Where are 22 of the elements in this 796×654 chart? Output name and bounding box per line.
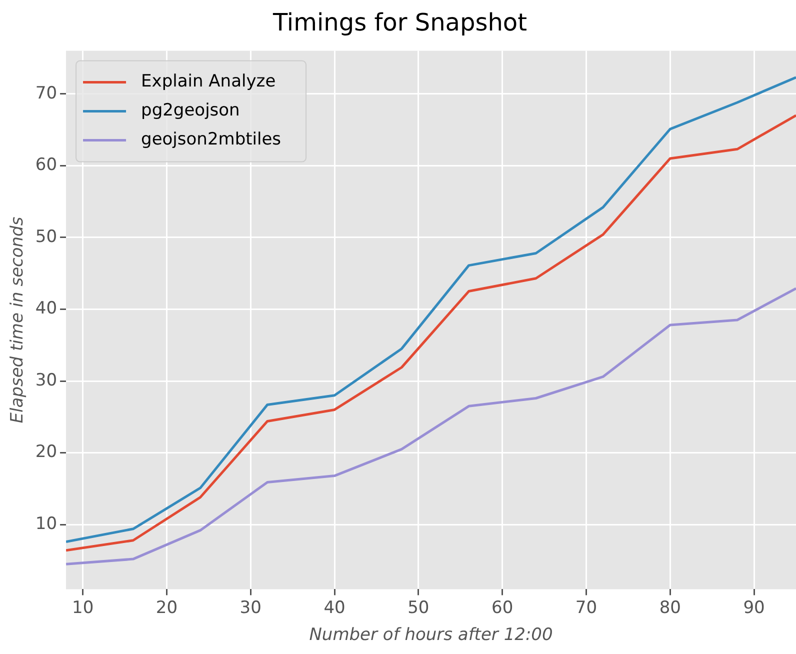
y-tick-label: 50 <box>35 226 58 247</box>
y-tick-label: 70 <box>35 83 58 104</box>
y-axis-title: Elapsed time in seconds <box>8 216 28 424</box>
x-tick-label: 90 <box>743 598 765 618</box>
legend-label: pg2geojson <box>141 100 240 121</box>
x-tick-label: 80 <box>659 598 681 618</box>
x-tick-label: 30 <box>240 598 262 618</box>
y-tick-label: 10 <box>35 514 58 534</box>
y-tick-label: 60 <box>35 155 58 176</box>
x-tick-label: 60 <box>492 598 514 618</box>
legend-label: Explain Analyze <box>141 72 276 92</box>
y-tick-label: 30 <box>35 370 58 390</box>
x-tick-label: 10 <box>72 598 94 618</box>
x-tick-label: 70 <box>575 598 598 618</box>
x-tick-label: 40 <box>324 598 346 618</box>
y-tick-label: 40 <box>35 298 58 319</box>
x-tick-label: 20 <box>156 598 178 618</box>
legend-label: geojson2mbtiles <box>141 130 282 150</box>
x-tick-label: 50 <box>408 598 430 618</box>
x-axis-title: Number of hours after 12:00 <box>309 625 553 646</box>
y-tick-label: 20 <box>35 442 58 462</box>
chart-title: Timings for Snapshot <box>272 8 528 37</box>
